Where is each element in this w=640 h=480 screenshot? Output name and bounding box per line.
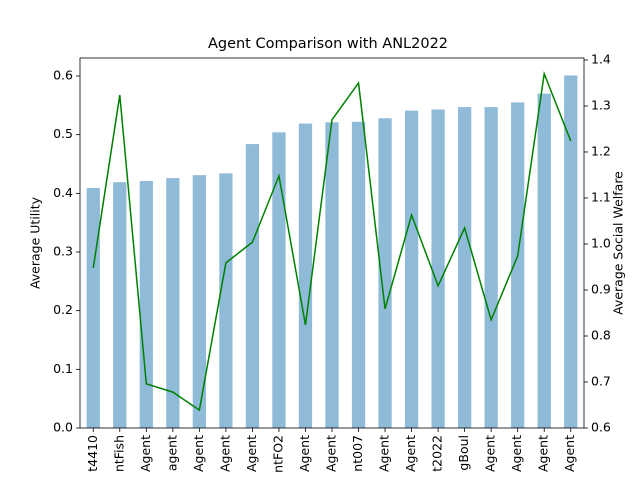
y2-tick-label: 1.0 xyxy=(591,235,611,250)
bar xyxy=(351,121,366,428)
x-tick-label: Agent xyxy=(191,435,206,472)
y2-axis-label: Average Social Welfare xyxy=(611,171,626,315)
y2-tick-label: 0.6 xyxy=(591,420,611,435)
bar xyxy=(298,123,313,428)
x-tick-label: Agent xyxy=(244,435,259,472)
y-tick-label: 0.0 xyxy=(53,420,73,435)
plot-frame xyxy=(79,57,585,429)
chart-title: Agent Comparison with ANL2022 xyxy=(208,36,448,52)
bar xyxy=(86,188,100,428)
y-tick-label: 0.5 xyxy=(53,126,73,141)
y2-tick-label: 0.9 xyxy=(591,281,611,296)
x-tick-label: Agent xyxy=(324,435,339,472)
x-tick-label: nt007 xyxy=(350,435,365,472)
x-tick-label: Agent xyxy=(483,435,498,472)
y-tick-label: 0.3 xyxy=(53,244,73,259)
x-tick-label: Agent xyxy=(403,435,418,472)
x-tick-label: Agent xyxy=(138,435,153,472)
bar xyxy=(245,144,260,428)
x-tick-label: ntFish xyxy=(111,435,126,472)
y-tick-label: 0.4 xyxy=(53,185,73,200)
x-tick-label: t2022 xyxy=(430,435,445,472)
y-tick-label: 0.1 xyxy=(53,361,73,376)
y-tick-label: 0.2 xyxy=(53,302,73,317)
x-tick-label: Agent xyxy=(562,435,577,472)
y2-tick-label: 0.7 xyxy=(591,373,611,388)
y-axis-label: Average Utility xyxy=(28,196,43,289)
bar xyxy=(378,118,392,428)
bar xyxy=(139,181,153,428)
bar xyxy=(113,182,127,428)
bar xyxy=(537,93,551,428)
y2-tick-label: 1.2 xyxy=(591,143,611,158)
x-tick-label: Agent xyxy=(297,435,312,472)
bar xyxy=(166,178,180,428)
bar xyxy=(458,107,472,428)
x-tick-label: Agent xyxy=(536,435,551,472)
bar xyxy=(325,122,339,429)
y2-tick-label: 1.3 xyxy=(591,97,611,112)
x-tick-label: t4410 xyxy=(85,435,100,472)
x-tick-label: ntFO2 xyxy=(270,435,285,473)
y-tick-label: 0.6 xyxy=(53,68,73,83)
bar xyxy=(431,109,445,428)
line xyxy=(92,70,572,412)
x-tick-label: Agent xyxy=(217,435,232,472)
bar xyxy=(219,173,233,428)
x-tick-label: agent xyxy=(164,435,179,471)
bar xyxy=(272,132,286,428)
x-tick-label: gBoul xyxy=(456,435,471,471)
y2-tick-label: 1.1 xyxy=(591,189,611,204)
bar xyxy=(192,175,206,428)
x-tick-label: Agent xyxy=(377,435,392,472)
x-tick-label: Agent xyxy=(509,435,524,472)
bar xyxy=(511,102,525,428)
bar xyxy=(484,107,498,428)
bar xyxy=(564,75,578,429)
y2-tick-label: 1.4 xyxy=(591,51,611,66)
y2-tick-label: 0.8 xyxy=(591,327,611,342)
bar xyxy=(404,110,419,428)
